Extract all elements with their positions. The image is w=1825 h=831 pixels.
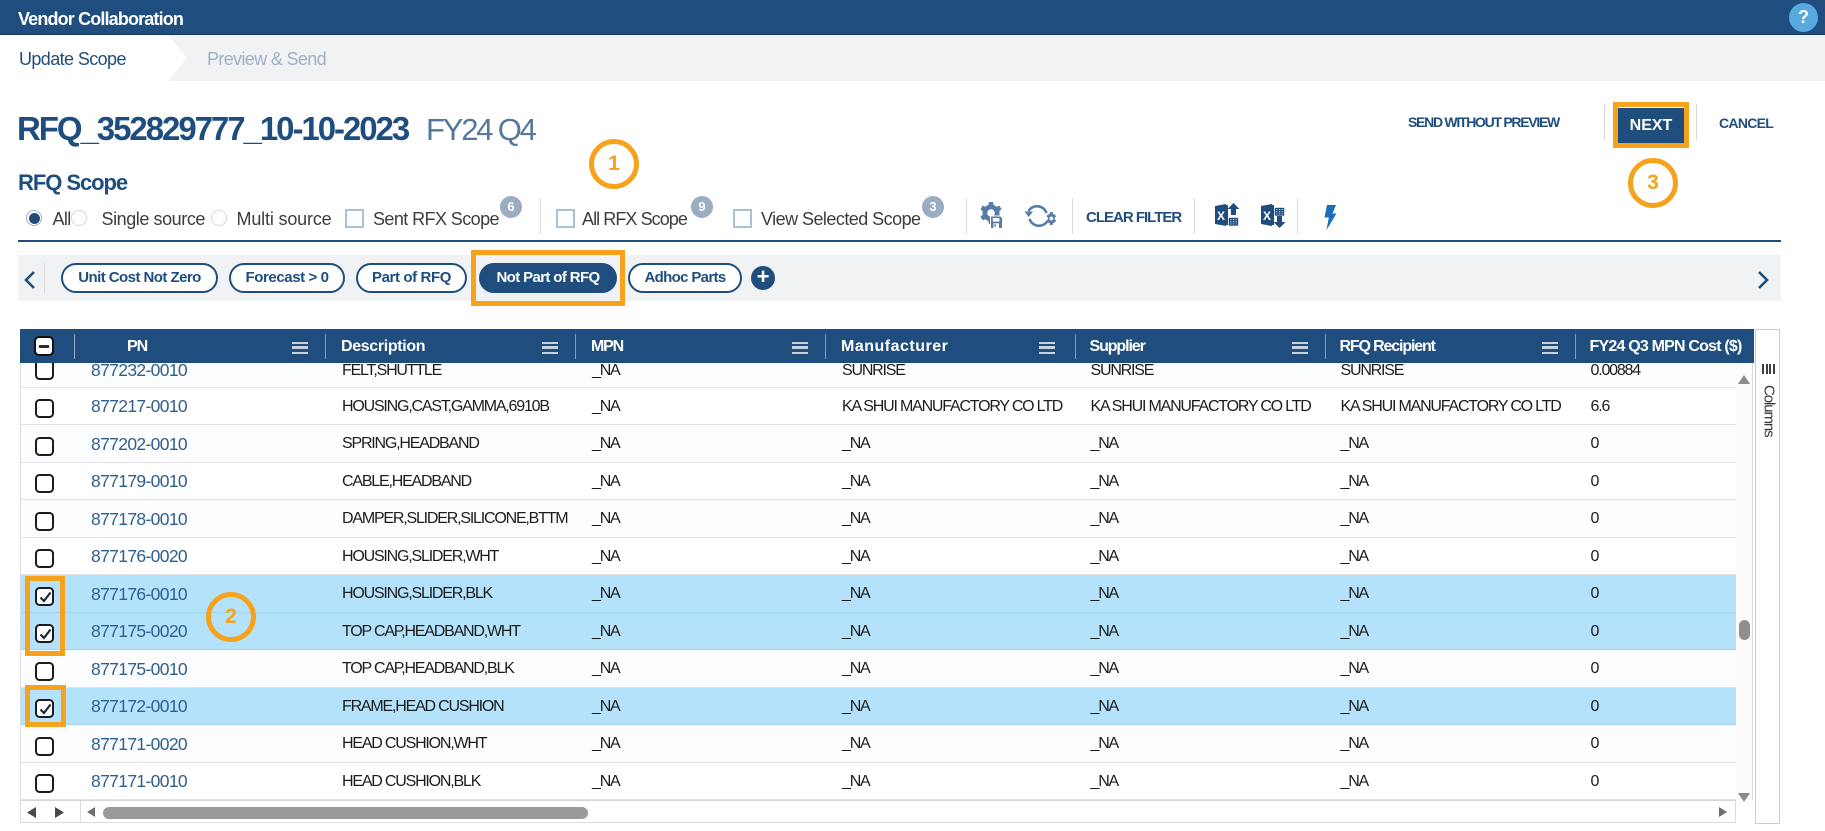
- svg-text:X: X: [1217, 209, 1225, 223]
- svg-text:X: X: [1263, 209, 1271, 223]
